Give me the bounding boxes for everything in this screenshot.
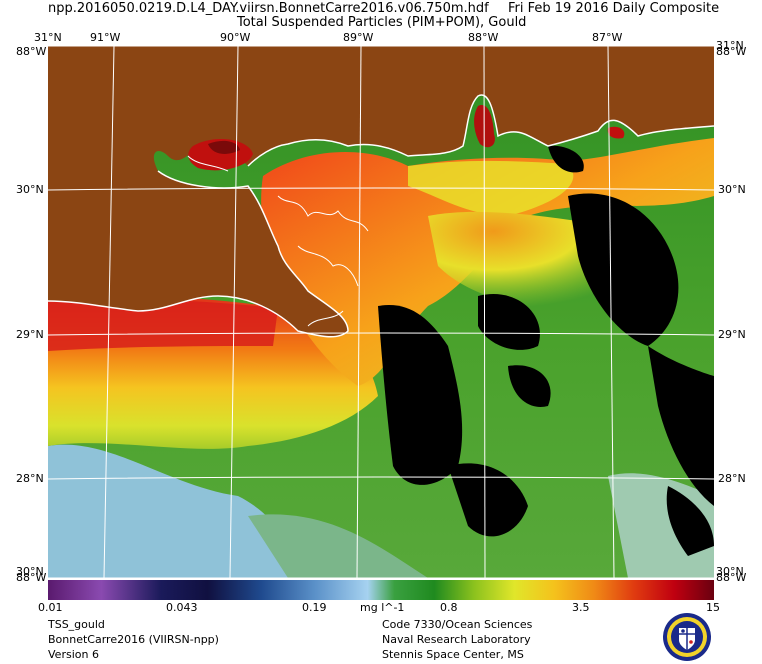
lat-label-29n-left: 29°N <box>16 328 44 341</box>
delta-marsh-outline <box>187 155 369 327</box>
file-name-title: npp.2016050.0219.D.L4_DAY.viirsn.BonnetC… <box>48 1 489 16</box>
perdido-bay <box>607 126 625 139</box>
footer-product: TSS_gould <box>48 618 105 631</box>
corner-lat-top-left: 31°N <box>34 31 62 44</box>
corner-lon-top-left: 88°W <box>16 45 47 58</box>
nrl-seal-icon <box>663 613 711 661</box>
footer-location: Stennis Space Center, MS <box>382 648 524 661</box>
lat-lon-grid <box>48 46 714 578</box>
colorbar-gradient <box>48 580 714 600</box>
lake-core <box>208 140 240 154</box>
corner-lon-bottom-left: 88°W <box>16 571 47 584</box>
lat-label-30n-left: 30°N <box>16 183 44 196</box>
cbar-units: mg l^-1 <box>360 601 405 614</box>
footer-code: Code 7330/Ocean Sciences <box>382 618 533 631</box>
land-mass <box>48 46 714 337</box>
lon-label-87w: 87°W <box>592 31 623 44</box>
corner-lat-top-right: 31°N <box>716 39 744 52</box>
corner-lat-bottom-left: 30°N <box>16 565 44 578</box>
lat-label-28n-left: 28°N <box>16 472 44 485</box>
lon-label-91w: 91°W <box>90 31 121 44</box>
cbar-tick-5: 15 <box>706 601 720 614</box>
product-title: Total Suspended Particles (PIM+POM), Gou… <box>237 15 527 30</box>
cbar-tick-0: 0.01 <box>38 601 63 614</box>
corner-lat-bottom-right: 30°N <box>716 565 744 578</box>
colorbar <box>48 580 714 600</box>
cloud-mask <box>378 145 714 556</box>
footer-version: Version 6 <box>48 648 99 661</box>
footer-lab: Naval Research Laboratory <box>382 633 531 646</box>
tss-satellite-map <box>48 46 714 578</box>
cbar-tick-3: 0.8 <box>440 601 458 614</box>
lon-label-90w: 90°W <box>220 31 251 44</box>
west-plume-core <box>48 298 278 351</box>
lat-label-29n-right: 29°N <box>718 328 746 341</box>
cbar-tick-1: 0.043 <box>166 601 198 614</box>
lon-label-89w: 89°W <box>343 31 374 44</box>
cbar-tick-2: 0.19 <box>302 601 327 614</box>
cbar-tick-4: 3.5 <box>572 601 590 614</box>
corner-lon-bottom-right: 88°W <box>716 571 747 584</box>
footer-region: BonnetCarre2016 (VIIRSN-npp) <box>48 633 219 646</box>
corner-lon-top-right: 88°W <box>716 45 747 58</box>
clear-water-region-2 <box>248 514 428 578</box>
composite-date-title: Fri Feb 19 2016 Daily Composite <box>508 1 720 16</box>
lat-label-30n-right: 30°N <box>718 183 746 196</box>
lat-label-28n-right: 28°N <box>718 472 746 485</box>
lon-label-88w: 88°W <box>468 31 499 44</box>
